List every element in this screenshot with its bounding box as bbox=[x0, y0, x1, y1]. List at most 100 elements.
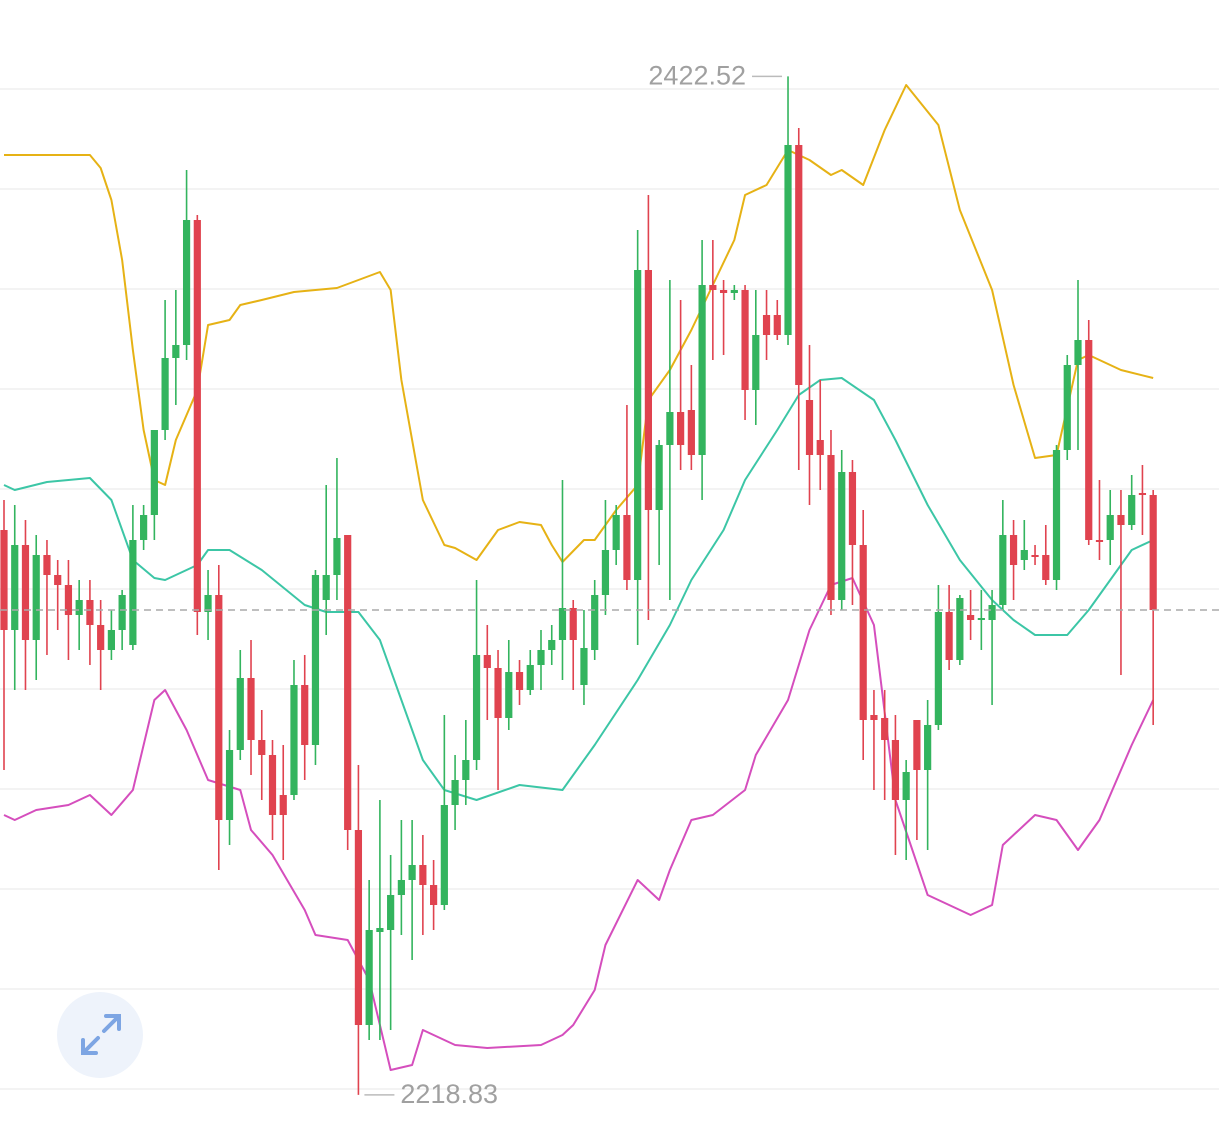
candle-body bbox=[1085, 340, 1093, 540]
candle-body bbox=[290, 685, 298, 795]
candle-body bbox=[902, 772, 910, 800]
candle-body bbox=[784, 145, 792, 335]
bands bbox=[3, 84, 1155, 1071]
candle-body bbox=[1042, 555, 1050, 580]
candle-body bbox=[773, 315, 781, 335]
candle-body bbox=[591, 595, 599, 650]
candle-body bbox=[182, 220, 191, 345]
candle-body bbox=[21, 545, 30, 640]
candle-body bbox=[967, 615, 975, 620]
candle-body bbox=[354, 830, 363, 1025]
band-line bbox=[3, 377, 1154, 801]
candle-body bbox=[677, 412, 685, 445]
candle-body bbox=[956, 598, 964, 660]
candle-body bbox=[1031, 555, 1039, 557]
candle-body bbox=[1095, 540, 1104, 542]
candle-body bbox=[848, 472, 857, 545]
candle-body bbox=[97, 625, 105, 650]
candle-body bbox=[408, 865, 416, 880]
candle-body bbox=[0, 530, 8, 630]
candle-body bbox=[376, 928, 384, 932]
candle-body bbox=[934, 612, 942, 725]
candle-body bbox=[301, 685, 309, 745]
candle-body bbox=[140, 515, 148, 540]
candle-body bbox=[558, 608, 567, 640]
candle-body bbox=[730, 290, 738, 293]
candle-body bbox=[515, 672, 524, 690]
candle-body bbox=[537, 650, 545, 665]
candle-body bbox=[419, 865, 427, 885]
candle-body bbox=[43, 555, 51, 575]
candle-body bbox=[569, 608, 577, 640]
candle-body bbox=[1052, 450, 1061, 580]
candle-body bbox=[365, 930, 373, 1025]
candle-body bbox=[258, 740, 266, 755]
candle-body bbox=[634, 270, 642, 580]
candle-body bbox=[1106, 515, 1114, 540]
candle-body bbox=[644, 270, 652, 510]
overlay: 2422.52 2218.83 bbox=[0, 61, 1219, 1109]
candle-body bbox=[75, 600, 83, 615]
candle-body bbox=[548, 640, 556, 650]
grid bbox=[0, 88, 1219, 1090]
candle-body bbox=[838, 472, 846, 600]
candle-body bbox=[762, 315, 771, 335]
candle-body bbox=[54, 575, 62, 585]
band-line bbox=[4, 84, 1154, 563]
candle-body bbox=[999, 535, 1007, 605]
candle-body bbox=[440, 805, 448, 905]
candle-body bbox=[279, 795, 287, 815]
candle-body bbox=[655, 445, 663, 510]
candle-body bbox=[1020, 550, 1028, 560]
candle-body bbox=[204, 595, 212, 612]
candle-body bbox=[881, 718, 889, 740]
candle-body bbox=[1117, 515, 1125, 525]
candle-body bbox=[1149, 495, 1157, 610]
high-label: 2422.52 bbox=[648, 61, 746, 91]
candle-body bbox=[161, 358, 169, 430]
candle-body bbox=[741, 290, 749, 390]
candle-body bbox=[462, 760, 470, 780]
candle-body bbox=[709, 285, 717, 290]
candle-body bbox=[1138, 493, 1147, 495]
candle-body bbox=[311, 575, 320, 745]
candle-body bbox=[505, 672, 513, 718]
candle-body bbox=[129, 540, 137, 645]
candle-body bbox=[752, 335, 760, 390]
candle-body bbox=[859, 545, 867, 720]
candle-body bbox=[687, 410, 695, 455]
expand-button-bg[interactable] bbox=[57, 992, 143, 1078]
candle-body bbox=[891, 740, 900, 800]
candle-body bbox=[397, 880, 405, 895]
candle-body bbox=[913, 720, 921, 770]
expand-button[interactable] bbox=[57, 992, 143, 1078]
candle-body bbox=[816, 440, 824, 455]
candle-body bbox=[612, 515, 620, 550]
candle-body bbox=[11, 545, 19, 630]
candle-body bbox=[805, 400, 814, 455]
candle-body bbox=[172, 345, 180, 358]
band-line bbox=[3, 577, 1155, 1071]
candle-body bbox=[107, 630, 115, 650]
candle-body bbox=[344, 535, 352, 830]
candle-body bbox=[870, 715, 878, 720]
candle-body bbox=[236, 678, 244, 750]
candle-body bbox=[1009, 535, 1018, 565]
candle-body bbox=[526, 665, 534, 690]
candle-body bbox=[698, 285, 706, 455]
candle-body bbox=[795, 145, 803, 385]
candle-body bbox=[118, 595, 126, 630]
candle-body bbox=[924, 725, 932, 770]
candle-body bbox=[387, 895, 395, 930]
candle-body bbox=[430, 885, 438, 905]
candle-body bbox=[150, 430, 158, 515]
candle-body bbox=[623, 515, 631, 580]
candle-body bbox=[719, 290, 728, 293]
candle-body bbox=[977, 618, 985, 620]
candle-body bbox=[215, 595, 223, 820]
candle-body bbox=[225, 750, 234, 820]
candle-body bbox=[494, 668, 502, 718]
candle-body bbox=[601, 550, 610, 595]
